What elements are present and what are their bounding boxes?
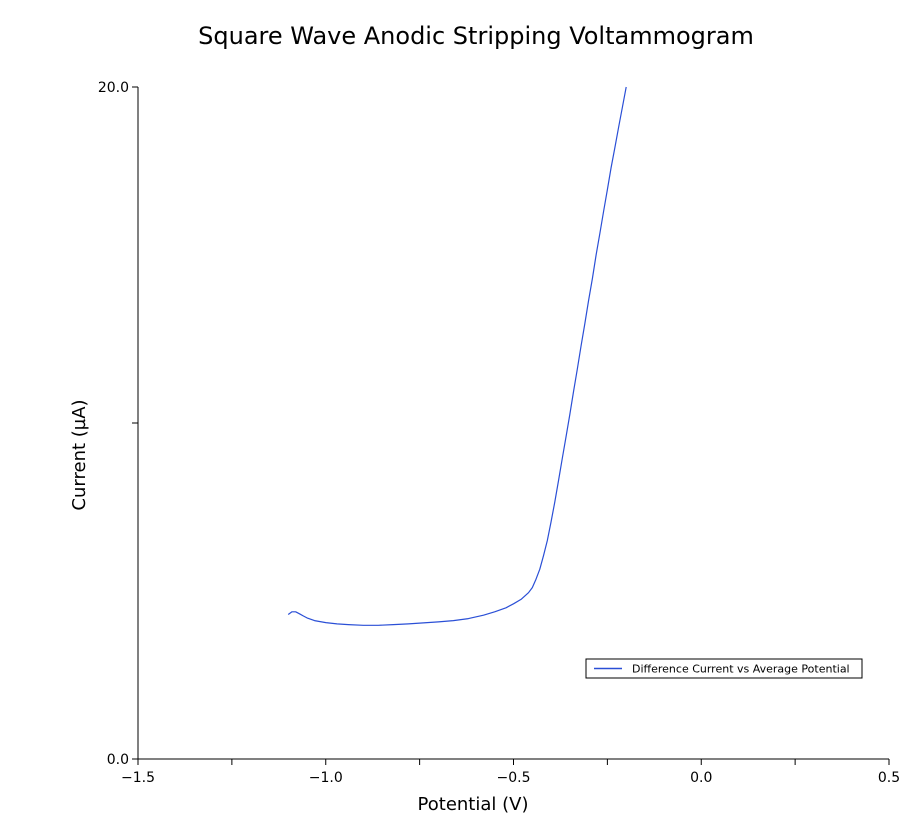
legend-label: Difference Current vs Average Potential xyxy=(632,663,850,676)
x-tick-label: 0.0 xyxy=(690,770,712,786)
y-axis-title: Current (µA) xyxy=(69,399,90,510)
x-axis-title: Potential (V) xyxy=(418,794,529,815)
y-tick-label: 20.0 xyxy=(98,80,129,96)
x-tick-label: −0.5 xyxy=(497,770,531,786)
x-tick-label: −1.0 xyxy=(309,770,343,786)
plot-area: −1.5 −1.0 −0.5 0.0 0.5 0.0 20.0 xyxy=(98,80,900,786)
x-tick-label: −1.5 xyxy=(121,770,155,786)
chart-title: Square Wave Anodic Stripping Voltammogra… xyxy=(198,22,754,50)
x-tick-label: 0.5 xyxy=(878,770,900,786)
series-line xyxy=(287,86,627,626)
legend: Difference Current vs Average Potential xyxy=(585,658,863,679)
y-tick-label: 0.0 xyxy=(107,752,129,768)
legend-box xyxy=(585,658,863,679)
